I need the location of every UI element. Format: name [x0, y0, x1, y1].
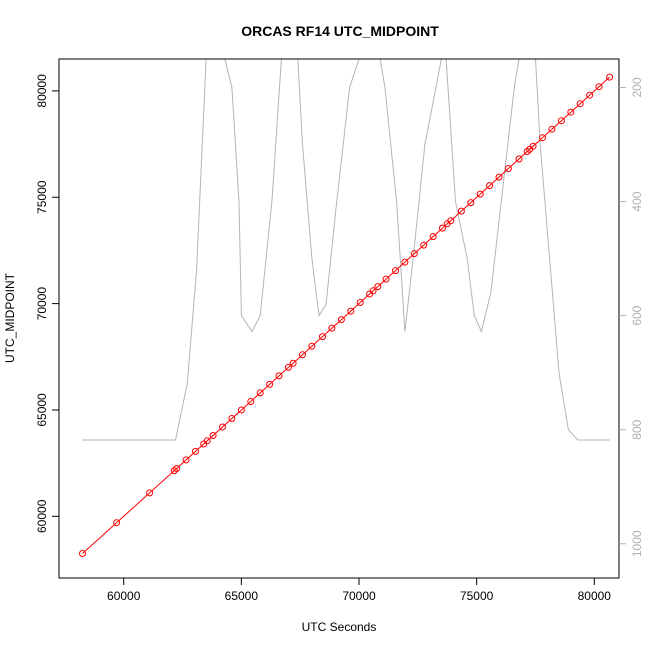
data-point	[548, 125, 556, 133]
data-point	[182, 456, 190, 464]
y-axis-label: UTC_MIDPOINT	[3, 272, 17, 363]
data-point	[256, 389, 264, 397]
plot-frame	[58, 58, 620, 579]
data-point	[420, 241, 428, 249]
y-tick-label: 60000	[35, 499, 49, 533]
data-point	[504, 165, 512, 172]
data-point	[439, 224, 446, 232]
data-point	[369, 287, 377, 295]
data-point	[247, 398, 255, 405]
data-point	[228, 415, 236, 422]
data-point	[237, 406, 245, 414]
x-tick-label: 75000	[460, 589, 494, 603]
data-point	[192, 447, 199, 455]
data-point	[266, 380, 274, 388]
data-point	[567, 108, 575, 116]
data-point	[495, 173, 503, 181]
data-point	[299, 351, 306, 359]
data-point	[328, 324, 336, 332]
data-point	[401, 258, 409, 266]
y2-tick-label: 1000	[630, 530, 644, 557]
data-point	[275, 372, 283, 380]
data-point	[203, 437, 211, 445]
plot-area	[79, 59, 614, 557]
data-point	[606, 73, 614, 81]
x-axis-label: UTC Seconds	[302, 620, 377, 634]
data-point	[146, 489, 154, 497]
data-point	[308, 342, 316, 350]
chart-title: ORCAS RF14 UTC_MIDPOINT	[241, 23, 439, 39]
data-point	[410, 250, 418, 258]
right-axis-line-series	[82, 59, 610, 441]
x-tick-label: 80000	[578, 589, 612, 603]
y-axis-right: 200 400 600 800 1000	[619, 77, 644, 557]
data-point	[467, 199, 475, 207]
y2-tick-label: 600	[630, 305, 644, 325]
data-point	[447, 217, 455, 225]
data-point	[586, 91, 594, 99]
data-point	[539, 134, 546, 142]
data-point	[557, 117, 565, 125]
data-point	[356, 299, 364, 306]
data-point	[209, 432, 217, 439]
data-point	[289, 359, 297, 367]
data-point	[284, 363, 292, 371]
y-tick-label: 65000	[35, 393, 49, 427]
data-point	[515, 155, 523, 163]
data-point	[429, 233, 437, 241]
y-axis: 60000 65000 70000 75000 80000	[35, 74, 59, 533]
x-axis: 60000 65000 70000 75000 80000	[107, 578, 611, 603]
data-point	[476, 190, 484, 198]
data-point	[347, 307, 355, 315]
y2-tick-label: 200	[630, 77, 644, 97]
data-point	[170, 467, 178, 475]
data-point	[79, 550, 86, 557]
x-tick-label: 70000	[342, 589, 376, 603]
data-point	[392, 267, 399, 275]
y2-tick-label: 800	[630, 419, 644, 439]
data-point	[374, 283, 382, 291]
y-tick-label: 80000	[35, 74, 49, 108]
x-tick-label: 65000	[225, 589, 259, 603]
y-tick-label: 70000	[35, 287, 49, 321]
data-point	[576, 100, 584, 108]
y-tick-label: 75000	[35, 180, 49, 214]
data-point	[113, 519, 121, 527]
data-point	[319, 333, 326, 341]
data-point	[486, 182, 494, 190]
data-point	[219, 423, 226, 431]
y2-tick-label: 400	[630, 191, 644, 211]
data-point	[337, 316, 345, 324]
data-point	[457, 207, 465, 215]
x-tick-label: 60000	[107, 589, 141, 603]
data-point	[173, 465, 181, 472]
data-point	[382, 275, 390, 283]
data-point	[529, 142, 537, 150]
data-point	[595, 83, 603, 91]
